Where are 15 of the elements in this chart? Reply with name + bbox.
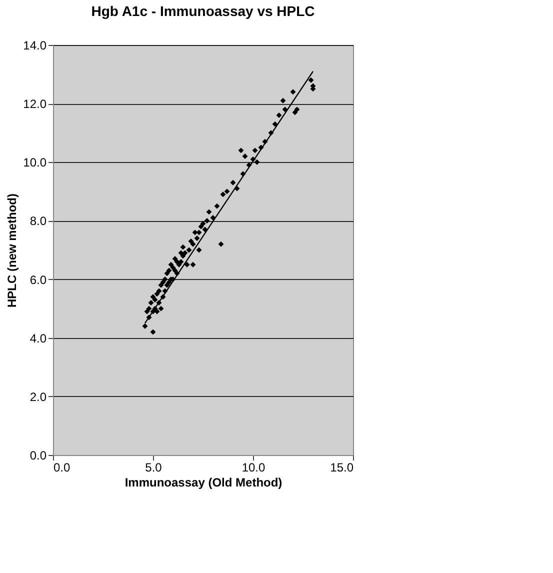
y-tick-label: 10.0 bbox=[23, 156, 47, 170]
y-tick-label: 12.0 bbox=[23, 97, 47, 112]
y-tick-label: 0.0 bbox=[30, 448, 47, 462]
x-tick-label: 5.0 bbox=[145, 460, 162, 474]
y-tick-label: 4.0 bbox=[30, 331, 47, 346]
y-tick-label: 6.0 bbox=[30, 272, 47, 287]
y-tick-label: 8.0 bbox=[30, 214, 47, 228]
x-tick-label: 15.0 bbox=[330, 460, 354, 474]
y-tick-label: 2.0 bbox=[30, 390, 47, 404]
y-tick-label: 14.0 bbox=[23, 38, 47, 52]
chart-title: Hgb A1c - Immunoassay vs HPLC bbox=[91, 3, 315, 19]
y-axis-title: HPLC (new method) bbox=[5, 194, 20, 308]
x-axis-title: Immunoassay (Old Method) bbox=[124, 476, 282, 490]
x-tick-label: 0.0 bbox=[54, 460, 71, 474]
x-tick-label: 10.0 bbox=[242, 460, 266, 474]
